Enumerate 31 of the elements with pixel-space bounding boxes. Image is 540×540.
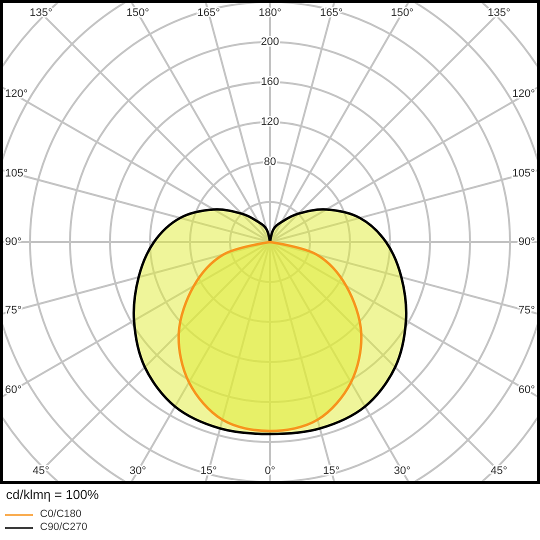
spoke-label: 60° (5, 384, 22, 396)
spoke-label: 90° (5, 236, 22, 248)
spoke-label: 135° (30, 7, 52, 19)
legend-label: C0/C180 (40, 508, 82, 520)
spoke-label: 45° (32, 465, 50, 477)
spoke-label: 165° (320, 7, 343, 19)
spoke-label: 75° (5, 304, 22, 317)
spoke-label: 30° (394, 465, 411, 477)
y-tick-label: 200 (260, 36, 280, 48)
spoke-label: 15° (323, 465, 340, 477)
spoke-label: 0° (264, 465, 276, 477)
spoke-label: 60° (518, 384, 535, 396)
spoke-label: 180° (258, 7, 282, 19)
spoke-label: 150° (390, 7, 414, 19)
y-tick-label: 80 (264, 156, 276, 168)
spoke-label: 105° (5, 167, 28, 180)
spoke-label: 135° (488, 7, 510, 19)
spoke-label: 120° (512, 88, 535, 100)
spoke-label: 120° (5, 88, 28, 100)
spoke-label: 30° (129, 465, 146, 477)
y-tick-label: 120 (260, 116, 280, 128)
legend-label: C90/C270 (40, 521, 88, 533)
y-tick-label: 160 (260, 76, 280, 88)
spoke-label: 45° (490, 465, 508, 477)
spoke-label: 105° (512, 167, 535, 180)
spoke-label: 150° (126, 7, 150, 19)
spoke-label: 15° (200, 465, 217, 477)
text: cd/klmη = 100% (6, 487, 99, 502)
spoke-label: 165° (197, 7, 220, 19)
spoke-label: 90° (518, 236, 535, 248)
spoke-label: 75° (518, 304, 535, 317)
